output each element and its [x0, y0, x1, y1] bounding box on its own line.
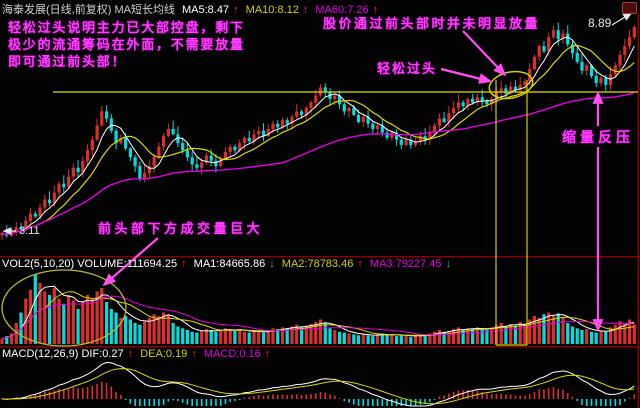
- macd-pane-labels: MACD(12,26,9) DIF:0.27 ↑ DEA:0.19 ↑ MACD:0…: [2, 348, 274, 360]
- ma60-value: MA60:7.26: [315, 4, 369, 16]
- annotation-no-volume: 股价通过前头部时并未明显放量: [323, 16, 541, 31]
- volume-ma2-value: MA2:78783.46: [281, 258, 354, 270]
- volume-ma1-arrow-icon: ↓: [269, 258, 275, 270]
- annotation-shrink-volume: 缩量反压: [562, 129, 634, 145]
- dif-value: MACD(12,26,9) DIF:0.27: [2, 348, 124, 360]
- annotation-note-block: 轻松过头说明主力已大部控盘，剩下 极少的流通筹码在外面，不需要放量 即可通过前头…: [8, 19, 245, 70]
- price-label-low: 3.11: [19, 225, 40, 237]
- ma10-trend-arrow-icon: ↑: [302, 4, 309, 16]
- volume-pane-labels: VOL2(5,10,20) VOLUME:111694.25 ↑ MA1:8466…: [2, 258, 455, 270]
- volume-ma3-value: MA3:79227.45: [369, 258, 442, 270]
- annotation-big-volume: 前头部下方成交量巨大: [98, 221, 264, 236]
- annotation-easy-pass: 轻松过头: [377, 61, 438, 76]
- annotation-note-line: 极少的流通筹码在外面，不需要放量: [8, 37, 245, 52]
- ma5-trend-arrow-icon: ↑: [233, 4, 239, 16]
- ticker-title: 海泰发展(日线,前复权) MA短长均线: [2, 4, 175, 16]
- volume-ma1-value: MA1:84665.86: [193, 258, 266, 270]
- volume-trend-arrow-icon: ↑: [181, 258, 187, 270]
- annotation-note-line: 即可通过前头部！: [8, 54, 127, 69]
- dea-arrow-icon: ↑: [191, 348, 197, 360]
- dif-arrow-icon: ↑: [127, 348, 134, 360]
- ma10-value: MA10:8.12: [245, 4, 299, 16]
- volume-ma2-arrow-icon: ↑: [357, 258, 363, 270]
- annotation-note-line: 轻松过头说明主力已大部控盘，剩下: [8, 20, 245, 35]
- price-label-high: 8.89: [588, 16, 612, 30]
- macd-arrow-icon: ↑: [264, 348, 271, 360]
- volume-ma3-arrow-icon: ↓: [445, 258, 451, 270]
- volume-value: VOL2(5,10,20) VOLUME:111694.25: [2, 258, 178, 270]
- macd-value: MACD:0.16: [203, 348, 261, 360]
- chart-header: 海泰发展(日线,前复权) MA短长均线 MA5:8.47 ↑ MA10:8.12 ↑…: [2, 1, 382, 17]
- ma5-value: MA5:8.47: [182, 4, 230, 16]
- dea-value: DEA:0.19: [140, 348, 188, 360]
- window-control-icon[interactable]: [622, 2, 637, 14]
- ma60-trend-arrow-icon: ↑: [372, 4, 379, 16]
